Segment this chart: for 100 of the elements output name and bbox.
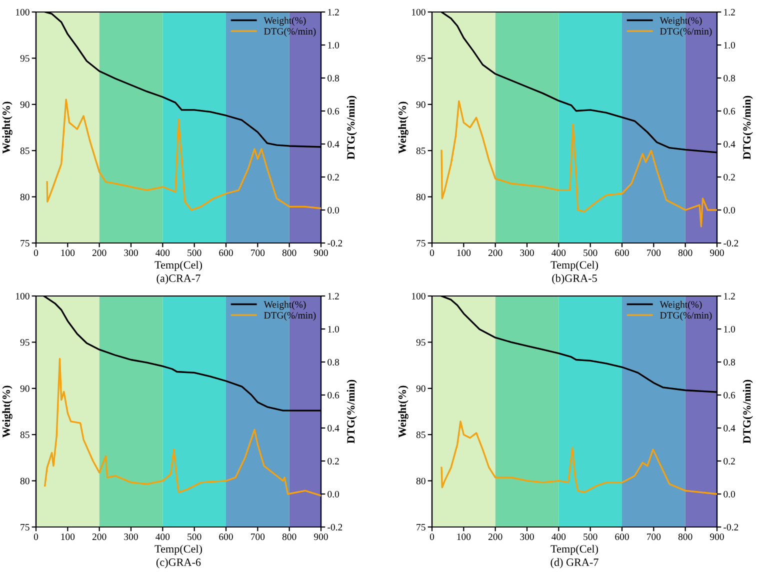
y2-tick-label: 0.4 [328,140,340,148]
x-tick-label: 300 [124,250,138,256]
x-tick-label: 800 [282,250,296,256]
legend-label: Weight(%) [660,16,702,26]
x-tick-label: 400 [552,250,566,256]
legend-label: DTG(%/min) [264,312,316,321]
x-tick-label: 400 [552,534,566,540]
y2-tick-label: 0.0 [328,490,340,498]
x-tick-label: 100 [457,250,471,256]
x-axis-title: Temp(Cel) [550,260,598,271]
x-tick-label: 600 [219,250,233,256]
text: (d) GRA-7 [550,558,598,568]
x-tick-label: 800 [678,534,692,540]
y2-axis-title: DTG(%/min) [346,380,357,444]
y2-tick-label: 0.4 [724,140,736,148]
y-tick-label: 80 [416,478,426,484]
y2-tick-label: 1.0 [328,326,340,333]
y2-tick-label: 0.6 [328,108,340,115]
x-tick-label: 900 [314,250,328,256]
y-tick-label: 75 [416,524,426,530]
y2-tick-label: 0.2 [724,174,735,181]
legend-label: Weight(%) [264,16,306,26]
y2-tick-label: 0.8 [328,74,340,82]
y2-axis-title: DTG(%/min) [742,96,753,160]
y-tick-label: 85 [20,148,30,154]
y2-tick-label: 0.6 [724,392,736,399]
legend-label: DTG(%/min) [660,28,712,37]
line-series [46,98,321,211]
y-tick-label: 100 [16,292,30,300]
x-tick-label: 100 [61,250,75,256]
y-tick-label: 80 [20,194,30,200]
line-series [440,420,717,495]
text: (a)CRA-7 [156,274,200,284]
x-tick-label: 800 [678,250,692,256]
y-tick-label: 95 [20,339,30,346]
y-tick-label: 80 [20,478,30,484]
y-tick-label: 90 [20,101,30,108]
y-tick-label: 75 [416,240,426,246]
y2-tick-label: -0.2 [724,524,738,531]
y-tick-label: 100 [412,292,426,300]
y-tick-label: 75 [20,524,30,530]
y-tick-label: 95 [416,55,426,62]
x-tick-label: 300 [124,534,138,540]
x-tick-label: 900 [314,534,328,540]
y2-tick-label: 0.8 [724,358,736,366]
y-axis-title: Weight(%) [2,386,12,438]
y-axis-title: Weight(%) [2,102,12,154]
x-tick-label: 200 [92,534,106,540]
y-tick-label: 85 [416,432,426,438]
x-tick-label: 400 [156,534,170,540]
x-tick-label: 700 [251,534,265,540]
y2-tick-label: 1.0 [328,42,340,49]
y-tick-label: 85 [20,432,30,438]
x-axis-title: Temp(Cel) [154,544,202,555]
legend-label: DTG(%/min) [660,312,712,321]
x-tick-label: 0 [34,250,38,256]
y2-tick-label: 0.6 [328,392,340,399]
x-tick-label: 700 [647,534,661,540]
x-tick-label: 600 [219,534,233,540]
y-tick-label: 100 [412,8,426,16]
x-axis-title: Temp(Cel) [550,544,598,555]
x-tick-label: 200 [488,534,502,540]
y2-tick-label: 0.0 [724,490,736,498]
y-axis-title: Weight(%) [398,102,408,154]
y2-tick-label: 0.4 [724,424,736,432]
x-tick-label: 500 [188,250,202,256]
line-series [44,358,321,496]
y2-tick-label: 0.2 [328,458,339,465]
y2-tick-label: 0.6 [724,108,736,115]
x-tick-label: 800 [282,534,296,540]
y-tick-label: 90 [20,385,30,392]
y2-tick-label: -0.2 [724,240,738,247]
y-tick-label: 80 [416,194,426,200]
y2-tick-label: -0.2 [328,240,342,247]
y-tick-label: 90 [416,385,426,392]
x-tick-label: 500 [584,250,598,256]
y2-tick-label: 1.2 [328,292,339,300]
y2-tick-label: 1.0 [724,42,736,49]
x-tick-label: 700 [251,250,265,256]
text: (b)GRA-5 [552,274,597,284]
y-axis-title: Weight(%) [398,386,408,438]
x-tick-label: 900 [710,534,724,540]
x-axis-title: Temp(Cel) [154,260,202,271]
y2-tick-label: 0.2 [328,174,339,181]
legend-label: DTG(%/min) [264,28,316,37]
y2-tick-label: 0.0 [724,206,736,214]
y2-tick-label: -0.2 [328,524,342,531]
y-tick-label: 85 [416,148,426,154]
x-tick-label: 900 [710,250,724,256]
y-tick-label: 95 [416,339,426,346]
x-tick-label: 200 [92,250,106,256]
x-tick-label: 300 [520,534,534,540]
x-tick-label: 100 [61,534,75,540]
y2-tick-label: 0.0 [328,206,340,214]
y2-tick-label: 1.2 [724,292,735,300]
y2-tick-label: 0.2 [724,458,735,465]
y2-tick-label: 1.2 [328,8,339,16]
legend-label: Weight(%) [660,300,702,310]
y-tick-label: 95 [20,55,30,62]
x-tick-label: 600 [615,250,629,256]
